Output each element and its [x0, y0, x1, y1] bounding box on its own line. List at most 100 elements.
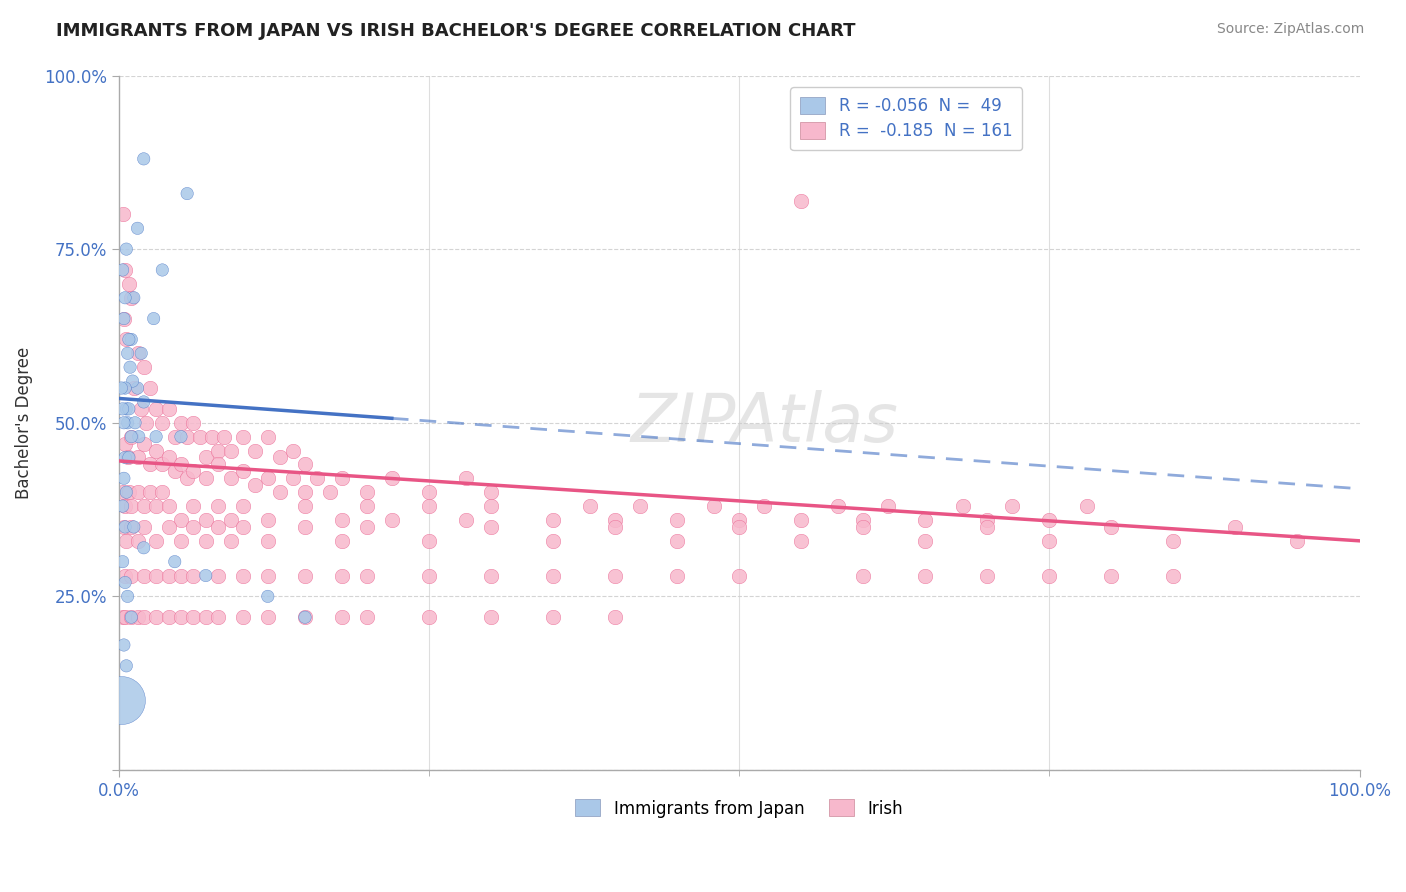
Point [281, 443, 304, 458]
Point [194, 533, 217, 548]
Point [628, 499, 651, 513]
Point [118, 333, 141, 347]
Point [256, 533, 278, 548]
Point [114, 575, 136, 590]
Point [207, 568, 229, 582]
Point [129, 401, 152, 416]
Point [1076, 499, 1098, 513]
Point [790, 513, 813, 527]
Point [111, 401, 134, 416]
Point [219, 513, 242, 527]
Point [194, 610, 217, 624]
Point [194, 450, 217, 465]
Point [381, 513, 404, 527]
Point [256, 568, 278, 582]
Point [115, 485, 138, 500]
Point [117, 346, 139, 360]
Point [914, 533, 936, 548]
Point [170, 513, 193, 527]
Point [132, 568, 155, 582]
Point [790, 533, 813, 548]
Point [976, 513, 998, 527]
Point [120, 430, 142, 444]
Point [139, 485, 162, 500]
Point [112, 471, 135, 485]
Point [114, 499, 136, 513]
Point [139, 381, 162, 395]
Point [170, 568, 193, 582]
Point [330, 568, 353, 582]
Point [132, 436, 155, 450]
Point [128, 430, 150, 444]
Point [330, 610, 353, 624]
Point [122, 520, 145, 534]
Point [120, 333, 142, 347]
Point [356, 568, 378, 582]
Point [118, 485, 141, 500]
Point [418, 568, 440, 582]
Point [120, 568, 142, 582]
Point [112, 638, 135, 652]
Point [479, 499, 502, 513]
Point [112, 311, 135, 326]
Point [132, 395, 155, 409]
Point [145, 568, 167, 582]
Point [176, 471, 198, 485]
Point [976, 568, 998, 582]
Point [170, 533, 193, 548]
Point [111, 485, 134, 500]
Point [157, 450, 180, 465]
Point [120, 360, 142, 375]
Point [605, 610, 627, 624]
Point [201, 430, 224, 444]
Point [114, 520, 136, 534]
Point [127, 450, 149, 465]
Point [1099, 520, 1122, 534]
Point [294, 520, 316, 534]
Text: ZIPAtlas: ZIPAtlas [630, 390, 898, 456]
Point [456, 513, 478, 527]
Point [115, 242, 138, 256]
Point [703, 499, 725, 513]
Point [176, 186, 198, 201]
Point [132, 541, 155, 555]
Point [356, 485, 378, 500]
Point [605, 513, 627, 527]
Point [132, 360, 155, 375]
Point [790, 194, 813, 208]
Point [118, 450, 141, 465]
Point [127, 485, 149, 500]
Point [122, 381, 145, 395]
Point [479, 610, 502, 624]
Point [145, 533, 167, 548]
Point [605, 568, 627, 582]
Point [115, 401, 138, 416]
Point [111, 610, 134, 624]
Point [232, 610, 254, 624]
Point [294, 458, 316, 472]
Point [114, 291, 136, 305]
Point [132, 520, 155, 534]
Point [120, 291, 142, 305]
Point [194, 513, 217, 527]
Point [122, 291, 145, 305]
Point [418, 485, 440, 500]
Point [1001, 499, 1024, 513]
Point [183, 610, 205, 624]
Point [245, 443, 267, 458]
Point [269, 450, 291, 465]
Point [111, 499, 134, 513]
Point [307, 471, 329, 485]
Point [127, 610, 149, 624]
Point [356, 610, 378, 624]
Point [142, 311, 165, 326]
Point [117, 416, 139, 430]
Point [294, 499, 316, 513]
Point [219, 533, 242, 548]
Point [145, 430, 167, 444]
Point [183, 464, 205, 478]
Point [157, 520, 180, 534]
Point [294, 568, 316, 582]
Point [157, 568, 180, 582]
Point [752, 499, 775, 513]
